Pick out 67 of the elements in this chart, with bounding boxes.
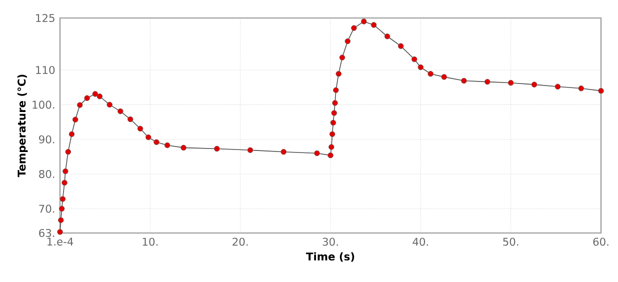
x-tick-label: 40. bbox=[412, 238, 428, 246]
point bbox=[331, 110, 337, 116]
point bbox=[333, 87, 339, 93]
point bbox=[332, 100, 338, 106]
point bbox=[65, 148, 71, 155]
point bbox=[531, 82, 538, 88]
y-axis-title: Temperature (°C) bbox=[17, 74, 28, 178]
point bbox=[92, 91, 98, 97]
point bbox=[118, 108, 124, 114]
x-tick-label: 10. bbox=[142, 238, 158, 246]
point bbox=[384, 34, 390, 40]
point bbox=[554, 84, 561, 90]
point bbox=[214, 146, 220, 152]
point bbox=[60, 196, 66, 202]
point bbox=[76, 102, 83, 108]
point bbox=[84, 95, 90, 101]
point bbox=[351, 25, 357, 31]
y-tick-label: 63. bbox=[39, 228, 54, 238]
point bbox=[314, 150, 320, 156]
point bbox=[57, 229, 63, 235]
x-tick-label: 20. bbox=[232, 238, 248, 246]
point bbox=[58, 217, 64, 224]
point bbox=[330, 120, 336, 126]
point bbox=[62, 168, 68, 174]
point bbox=[398, 43, 404, 49]
x-tick-label: 1.e-4 bbox=[48, 238, 74, 246]
y-tick-label: 90. bbox=[39, 135, 54, 144]
point bbox=[339, 54, 346, 60]
y-tick-label: 70. bbox=[39, 204, 54, 213]
point bbox=[344, 38, 350, 44]
point bbox=[329, 131, 336, 138]
point bbox=[411, 56, 418, 62]
x-tick-label: 50. bbox=[503, 238, 518, 246]
point bbox=[72, 116, 78, 122]
point bbox=[58, 206, 65, 212]
point bbox=[180, 144, 186, 151]
point bbox=[370, 22, 377, 28]
y-tick-label: 110 bbox=[36, 66, 55, 74]
point bbox=[96, 94, 103, 100]
x-tick-label: 30. bbox=[322, 238, 338, 246]
point bbox=[578, 86, 584, 92]
x-axis-title: Time (s) bbox=[306, 252, 354, 262]
point bbox=[418, 64, 424, 70]
point bbox=[127, 116, 134, 122]
point bbox=[441, 74, 447, 80]
point bbox=[62, 180, 68, 186]
y-tick-label: 100. bbox=[32, 100, 54, 109]
point bbox=[164, 142, 170, 148]
point bbox=[336, 70, 342, 77]
x-tick-label: 60. bbox=[593, 238, 608, 246]
point bbox=[68, 131, 75, 138]
y-tick-label: 125 bbox=[36, 14, 54, 22]
point bbox=[146, 134, 152, 140]
point bbox=[328, 144, 334, 150]
point bbox=[484, 78, 490, 85]
point bbox=[328, 152, 334, 158]
point bbox=[154, 139, 160, 146]
point bbox=[428, 70, 434, 77]
point bbox=[360, 18, 367, 24]
point bbox=[598, 88, 604, 94]
point bbox=[106, 102, 112, 108]
point bbox=[461, 78, 467, 84]
point bbox=[247, 147, 254, 153]
point bbox=[137, 126, 144, 132]
point bbox=[508, 80, 514, 86]
y-tick-label: 80. bbox=[39, 170, 54, 178]
point bbox=[280, 148, 286, 155]
